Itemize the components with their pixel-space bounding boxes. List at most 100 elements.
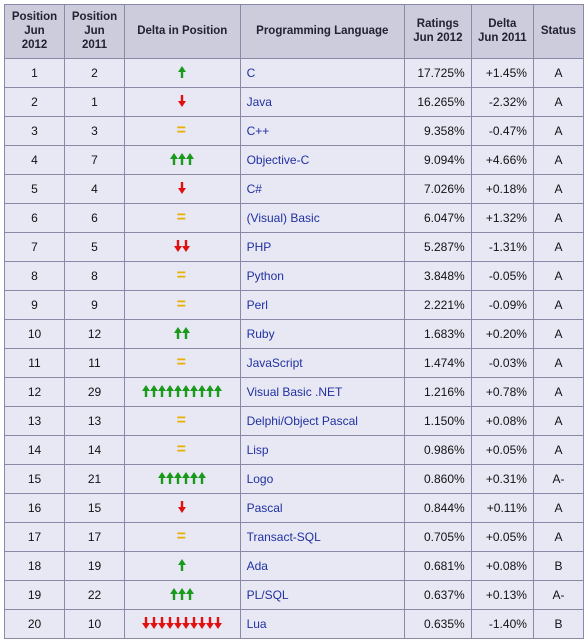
table-row: 1521Logo0.860%+0.31%A- bbox=[5, 465, 584, 494]
cell-delta-rating: -2.32% bbox=[471, 88, 533, 117]
arrow-up-icon bbox=[166, 385, 174, 397]
cell-status: A bbox=[533, 407, 583, 436]
cell-delta-position bbox=[125, 465, 241, 494]
arrow-up-icon bbox=[178, 559, 186, 571]
header-language: Programming Language bbox=[240, 5, 404, 59]
arrow-down-icon bbox=[174, 617, 182, 629]
cell-status: A bbox=[533, 494, 583, 523]
cell-delta-rating: -0.09% bbox=[471, 291, 533, 320]
cell-delta-rating: -0.03% bbox=[471, 349, 533, 378]
arrow-up-icon bbox=[186, 588, 194, 600]
header-delta-position: Delta in Position bbox=[125, 5, 241, 59]
language-link[interactable]: C++ bbox=[247, 124, 270, 138]
language-link[interactable]: (Visual) Basic bbox=[247, 211, 320, 225]
cell-delta-rating: -1.31% bbox=[471, 233, 533, 262]
cell-position-2011: 14 bbox=[65, 436, 125, 465]
cell-position-2011: 6 bbox=[65, 204, 125, 233]
cell-delta-rating: +1.45% bbox=[471, 59, 533, 88]
cell-delta-position bbox=[125, 233, 241, 262]
language-link[interactable]: Lisp bbox=[247, 443, 269, 457]
cell-status: B bbox=[533, 610, 583, 639]
table-row: 66=(Visual) Basic6.047%+1.32%A bbox=[5, 204, 584, 233]
cell-status: A bbox=[533, 523, 583, 552]
cell-delta-position bbox=[125, 552, 241, 581]
cell-rating: 1.683% bbox=[405, 320, 472, 349]
cell-rating: 0.986% bbox=[405, 436, 472, 465]
cell-position-2012: 8 bbox=[5, 262, 65, 291]
cell-position-2011: 10 bbox=[65, 610, 125, 639]
table-row: 1313=Delphi/Object Pascal1.150%+0.08%A bbox=[5, 407, 584, 436]
cell-status: A bbox=[533, 436, 583, 465]
arrow-down-icon bbox=[182, 617, 190, 629]
language-link[interactable]: Objective-C bbox=[247, 153, 310, 167]
cell-status: A bbox=[533, 349, 583, 378]
cell-delta-position: = bbox=[125, 349, 241, 378]
cell-rating: 0.844% bbox=[405, 494, 472, 523]
language-link[interactable]: Delphi/Object Pascal bbox=[247, 414, 358, 428]
cell-status: B bbox=[533, 552, 583, 581]
language-link[interactable]: PL/SQL bbox=[247, 588, 289, 602]
language-link[interactable]: PHP bbox=[247, 240, 272, 254]
header-delta-ratings: DeltaJun 2011 bbox=[471, 5, 533, 59]
language-link[interactable]: Ruby bbox=[247, 327, 275, 341]
cell-position-2012: 9 bbox=[5, 291, 65, 320]
arrow-up-icon bbox=[174, 472, 182, 484]
equal-icon: = bbox=[177, 267, 188, 284]
arrow-up-icon bbox=[198, 472, 206, 484]
cell-position-2012: 16 bbox=[5, 494, 65, 523]
cell-language: Perl bbox=[240, 291, 404, 320]
cell-position-2011: 5 bbox=[65, 233, 125, 262]
cell-rating: 0.681% bbox=[405, 552, 472, 581]
delta-arrows bbox=[178, 559, 186, 573]
language-link[interactable]: Transact-SQL bbox=[247, 530, 321, 544]
cell-status: A bbox=[533, 117, 583, 146]
cell-position-2011: 9 bbox=[65, 291, 125, 320]
cell-language: Logo bbox=[240, 465, 404, 494]
language-link[interactable]: Logo bbox=[247, 472, 274, 486]
cell-position-2012: 4 bbox=[5, 146, 65, 175]
arrow-down-icon bbox=[198, 617, 206, 629]
cell-position-2012: 12 bbox=[5, 378, 65, 407]
cell-position-2011: 21 bbox=[65, 465, 125, 494]
cell-delta-position: = bbox=[125, 523, 241, 552]
cell-rating: 0.705% bbox=[405, 523, 472, 552]
language-link[interactable]: Ada bbox=[247, 559, 268, 573]
table-row: 2010Lua0.635%-1.40%B bbox=[5, 610, 584, 639]
cell-language: Lua bbox=[240, 610, 404, 639]
cell-status: A bbox=[533, 291, 583, 320]
cell-rating: 1.150% bbox=[405, 407, 472, 436]
cell-status: A bbox=[533, 378, 583, 407]
language-link[interactable]: C# bbox=[247, 182, 262, 196]
language-link[interactable]: C bbox=[247, 66, 256, 80]
language-link[interactable]: Java bbox=[247, 95, 272, 109]
cell-delta-position bbox=[125, 378, 241, 407]
cell-rating: 5.287% bbox=[405, 233, 472, 262]
arrow-up-icon bbox=[174, 327, 182, 339]
cell-delta-rating: -1.40% bbox=[471, 610, 533, 639]
cell-rating: 16.265% bbox=[405, 88, 472, 117]
cell-position-2011: 22 bbox=[65, 581, 125, 610]
cell-position-2011: 7 bbox=[65, 146, 125, 175]
language-link[interactable]: Visual Basic .NET bbox=[247, 385, 343, 399]
language-link[interactable]: Pascal bbox=[247, 501, 283, 515]
delta-arrows bbox=[158, 472, 206, 486]
cell-delta-position bbox=[125, 581, 241, 610]
cell-position-2012: 6 bbox=[5, 204, 65, 233]
language-link[interactable]: Python bbox=[247, 269, 284, 283]
cell-position-2012: 20 bbox=[5, 610, 65, 639]
language-link[interactable]: Lua bbox=[247, 617, 267, 631]
table-row: 1922PL/SQL0.637%+0.13%A- bbox=[5, 581, 584, 610]
delta-arrows bbox=[174, 327, 190, 341]
cell-rating: 1.216% bbox=[405, 378, 472, 407]
language-link[interactable]: JavaScript bbox=[247, 356, 303, 370]
cell-rating: 17.725% bbox=[405, 59, 472, 88]
cell-language: Delphi/Object Pascal bbox=[240, 407, 404, 436]
arrow-down-icon bbox=[182, 240, 190, 252]
table-row: 1615Pascal0.844%+0.11%A bbox=[5, 494, 584, 523]
arrow-up-icon bbox=[190, 472, 198, 484]
arrow-up-icon bbox=[158, 385, 166, 397]
cell-delta-position: = bbox=[125, 407, 241, 436]
arrow-up-icon bbox=[150, 385, 158, 397]
cell-language: C bbox=[240, 59, 404, 88]
language-link[interactable]: Perl bbox=[247, 298, 268, 312]
